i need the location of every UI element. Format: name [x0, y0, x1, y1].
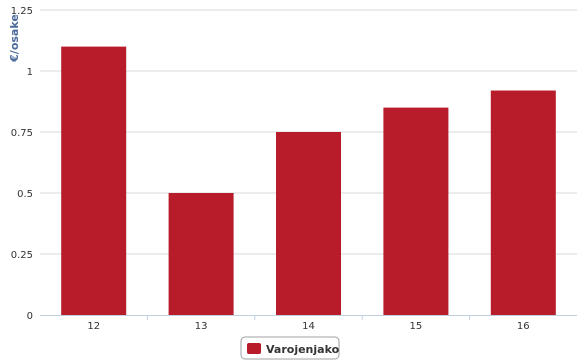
- y-tick-label: 0.5: [17, 189, 33, 200]
- y-tick-label: 0.75: [11, 128, 33, 139]
- legend-label: Varojenjako: [266, 343, 340, 356]
- y-tick-label: 0: [27, 311, 33, 322]
- y-tick-label: 1.25: [11, 6, 33, 17]
- y-tick-label: 1: [27, 67, 33, 78]
- x-tick-label: 13: [195, 321, 208, 332]
- x-tick-label: 16: [517, 321, 530, 332]
- bar-12[interactable]: [61, 46, 127, 315]
- x-tick-label: 15: [410, 321, 423, 332]
- y-axis-title: €/osake: [8, 14, 21, 63]
- x-tick-label: 14: [302, 321, 315, 332]
- y-tick-label: 0.25: [11, 250, 33, 261]
- bar-15[interactable]: [383, 107, 449, 315]
- bar-13[interactable]: [168, 193, 234, 315]
- bar-16[interactable]: [490, 90, 556, 316]
- legend[interactable]: Varojenjako: [240, 336, 340, 360]
- legend-swatch: [247, 343, 261, 354]
- bars: [61, 46, 556, 316]
- axes: 0 0.25 0.5 0.75 1 1.25 12 13 14 15 16: [11, 6, 577, 332]
- bar-14[interactable]: [276, 132, 341, 315]
- legend-box[interactable]: [240, 336, 340, 360]
- x-tick-label: 12: [87, 321, 100, 332]
